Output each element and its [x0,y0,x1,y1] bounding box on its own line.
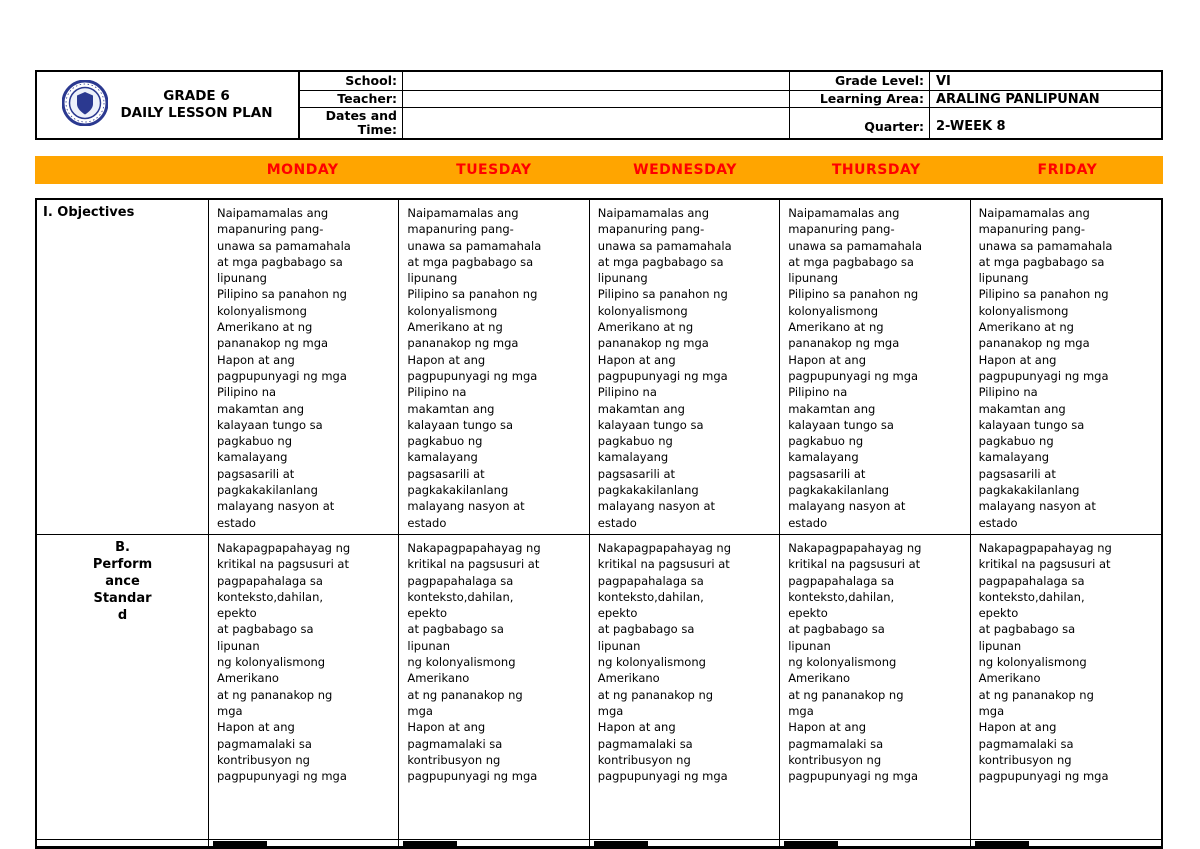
cutoff-text-sliver [784,841,839,846]
objectives-cell-monday: Naipamamalas ang mapanuring pang- unawa … [209,200,400,535]
day-header-thursday: THURSDAY [831,162,921,178]
performance-cell-thursday: Nakapagpapahayag ng kritikal na pagsusur… [780,535,971,840]
document-title: GRADE 6 DAILY LESSON PLAN [120,88,272,122]
cutoff-cell-wednesday [589,840,781,847]
cutoff-row-label-cell [37,840,209,847]
teacher-label: Teacher: [300,91,403,108]
objectives-cell-friday: Naipamamalas ang mapanuring pang- unawa … [970,200,1161,535]
cutoff-text-sliver [403,841,458,846]
document-title-line2: DAILY LESSON PLAN [120,105,273,121]
performance-standard-label-text: B. Performance Standard [92,540,153,623]
cutoff-cell-tuesday [399,840,590,847]
cutoff-text-sliver [593,841,648,846]
header-fields-grid: School: Grade Level: VI Teacher: Learnin… [300,72,1161,138]
cutoff-cell-monday [209,840,400,847]
grade-level-value: VI [930,72,1161,91]
objectives-cell-thursday: Naipamamalas ang mapanuring pang- unawa … [780,200,971,535]
day-header-wednesday: WEDNESDAY [633,162,737,178]
grade-level-label: Grade Level: [790,72,930,91]
objectives-cell-wednesday: Naipamamalas ang mapanuring pang- unawa … [589,200,781,535]
day-header-friday: FRIDAY [1037,162,1098,178]
performance-cell-monday: Nakapagpapahayag ng kritikal na pagsusur… [209,535,400,840]
cutoff-cell-friday [970,840,1161,847]
quarter-label: Quarter: [790,108,930,138]
cutoff-text-sliver [974,841,1029,846]
performance-cell-friday: Nakapagpapahayag ng kritikal na pagsusur… [970,535,1161,840]
performance-cell-wednesday: Nakapagpapahayag ng kritikal na pagsusur… [589,535,781,840]
school-label: School: [300,72,403,91]
school-value-field[interactable] [403,72,790,91]
dates-time-label: Dates and Time: [300,108,403,138]
day-banner: MONDAY TUESDAY WEDNESDAY THURSDAY FRIDAY [35,156,1163,184]
logo-title-cell: GRADE 6 DAILY LESSON PLAN [37,72,300,138]
quarter-value: 2-WEEK 8 [936,119,1006,134]
teacher-value-field[interactable] [403,91,790,108]
header-table: GRADE 6 DAILY LESSON PLAN School: Grade … [35,70,1163,140]
performance-cell-tuesday: Nakapagpapahayag ng kritikal na pagsusur… [399,535,590,840]
learning-area-value: ARALING PANLIPUNAN [930,91,1161,108]
lesson-plan-table: I. Objectives Naipamamalas ang mapanurin… [35,198,1163,849]
deped-seal-logo [61,79,109,130]
performance-standard-row-label: B. Performance Standard [37,535,209,840]
document-title-line1: GRADE 6 [163,88,230,104]
day-header-monday: MONDAY [266,162,339,178]
objectives-cell-tuesday: Naipamamalas ang mapanuring pang- unawa … [399,200,590,535]
day-banner-spacer [35,156,207,184]
dates-time-value-field[interactable] [403,108,790,138]
cutoff-cell-thursday [780,840,971,847]
learning-area-label: Learning Area: [790,91,930,108]
day-header-tuesday: TUESDAY [456,162,532,178]
objectives-row-label: I. Objectives [37,200,209,535]
cutoff-text-sliver [213,841,267,846]
